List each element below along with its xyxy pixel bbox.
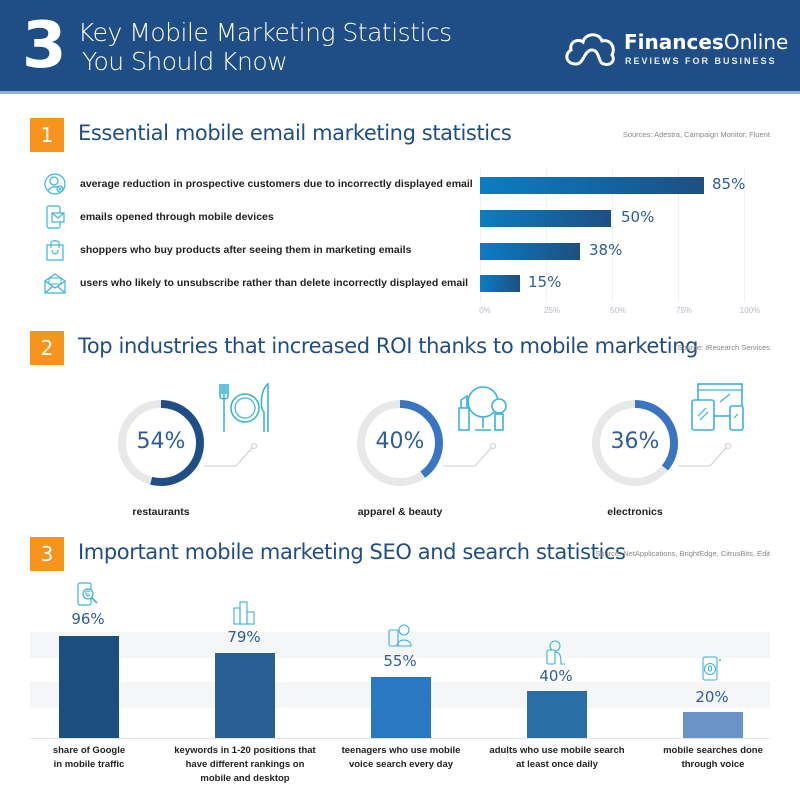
bar-value: 79% [227, 628, 261, 646]
stat-row: emails opened through mobile devices [44, 205, 464, 229]
logo-tagline: REVIEWS FOR BUSINESS [625, 56, 777, 66]
open-envelope-icon [44, 271, 66, 295]
section1-title: Essential mobile email marketing statist… [78, 121, 512, 145]
gridline [744, 168, 745, 302]
section3-number-badge: 3 [30, 537, 64, 571]
page-title: Key Mobile Marketing Statistics You Shou… [78, 18, 452, 76]
stat-row: shoppers who buy products after seeing t… [44, 238, 464, 262]
bar-value: 40% [539, 667, 573, 685]
bar-label: adults who use mobile search at least onc… [489, 745, 625, 770]
donut-restaurants: 54% restaurants [116, 382, 316, 528]
bar-20 [683, 712, 743, 738]
ranking-bars-icon [232, 600, 256, 626]
bar-79 [215, 653, 275, 738]
header-number: 3 [22, 9, 67, 83]
title-line-1: Key Mobile Marketing Statistics [78, 18, 452, 47]
bar-value: 96% [71, 610, 105, 628]
bar-40 [527, 691, 587, 738]
bar-label: keywords in 1-20 positions that have diff… [174, 745, 316, 784]
devices-icon [690, 382, 746, 434]
teen-phone-icon [388, 622, 412, 648]
logo-wordmark: FinancesOnline [624, 30, 789, 54]
bar-value: 50% [621, 208, 655, 226]
donut-electronics: 36% electronics [590, 383, 790, 528]
section3-source: Source: NetApplications, BrightEdge, Cit… [595, 549, 770, 558]
email-stats-bar-chart: 85% 50% 38% 15% 0% 25% 50% 75% 100% [479, 168, 760, 318]
section1-source: Sources: Adestra, Campaign Monitor, Flue… [622, 130, 770, 139]
x-tick: 50% [609, 306, 627, 315]
gridline [612, 168, 613, 302]
stat-row: users who likely to unsubscribe rather t… [44, 271, 468, 295]
mirror-cosmetics-icon [455, 382, 511, 434]
bar-label: teenagers who use mobile voice search eve… [341, 745, 461, 770]
cloud-logo-icon [565, 33, 615, 66]
shopping-bag-icon [44, 238, 66, 262]
bar-label: mobile searches done through voice [663, 745, 763, 770]
connector-line [678, 443, 731, 467]
donut-ring [118, 400, 204, 486]
mobile-google-search-icon [76, 582, 100, 608]
donut-ring [592, 400, 678, 486]
plate-cutlery-icon [216, 382, 272, 434]
voice-search-icon [699, 656, 723, 682]
bar-value: 55% [383, 652, 417, 670]
baseline [30, 738, 770, 739]
donut-value: 36% [610, 429, 660, 454]
bar-85 [480, 177, 704, 194]
section2-source: Source: iResearch Services [677, 343, 770, 352]
gridline [678, 168, 679, 302]
donut-label: restaurants [132, 506, 190, 518]
mobile-email-icon [44, 205, 66, 229]
background-band [30, 632, 770, 658]
donut-label: apparel & beauty [357, 506, 443, 518]
section1-number-badge: 1 [30, 118, 64, 152]
bar-value: 85% [712, 175, 746, 193]
connector-line [443, 443, 496, 467]
section2-header: 2 Top industries that increased ROI than… [30, 331, 770, 365]
x-tick: 100% [739, 306, 761, 315]
title-line-2: You Should Know [82, 47, 288, 76]
stat-label: average reduction in prospective custome… [80, 178, 473, 190]
donut-value: 40% [375, 429, 425, 454]
section3-title: Important mobile marketing SEO and searc… [78, 540, 626, 564]
donut-value: 54% [136, 429, 186, 454]
stat-label: emails opened through mobile devices [80, 211, 274, 223]
bar-value: 20% [695, 688, 729, 706]
stat-label: users who likely to unsubscribe rather t… [80, 277, 469, 289]
financesonline-logo[interactable]: FinancesOnline REVIEWS FOR BUSINESS [562, 28, 788, 72]
adult-phone-icon [543, 640, 567, 666]
connector-line [204, 443, 257, 467]
section2-title: Top industries that increased ROI thanks… [78, 334, 699, 358]
customer-x-icon [44, 172, 66, 196]
donut-ring [357, 400, 443, 486]
bar-value: 15% [528, 273, 562, 291]
x-tick: 0% [479, 306, 491, 315]
x-tick: 75% [675, 306, 693, 315]
bar-96 [59, 636, 119, 738]
bar-label: share of Google in mobile traffic [52, 745, 126, 770]
bar-value: 38% [589, 241, 623, 259]
bar-38 [480, 243, 580, 260]
gridline [480, 168, 481, 302]
section2-number-badge: 2 [30, 331, 64, 365]
stat-row: average reduction in prospective custome… [44, 172, 473, 196]
donut-apparel-beauty: 40% apparel & beauty [355, 386, 555, 528]
section3-header: 3 Important mobile marketing SEO and sea… [30, 537, 770, 571]
donut-label: electronics [607, 506, 663, 518]
bar-15 [480, 275, 520, 292]
gridline [546, 168, 547, 302]
bar-50 [480, 210, 611, 227]
bar-55 [371, 677, 431, 738]
stat-label: shoppers who buy products after seeing t… [80, 244, 412, 256]
header-banner: 3 Key Mobile Marketing Statistics You Sh… [0, 0, 800, 94]
x-tick: 25% [543, 306, 561, 315]
section1-header: 1 Essential mobile email marketing stati… [30, 118, 770, 152]
